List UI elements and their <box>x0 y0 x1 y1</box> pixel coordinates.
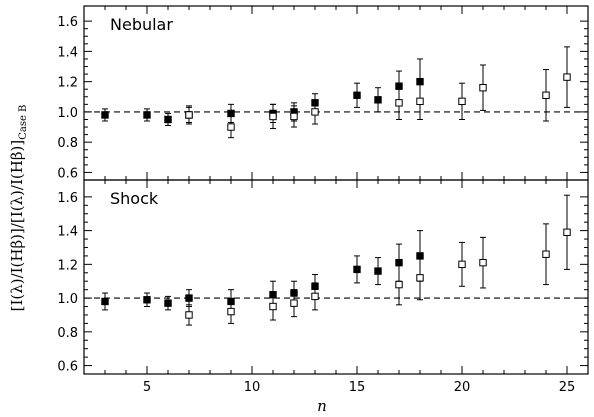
filled-square-marker <box>353 91 361 99</box>
y-tick-label: 1.0 <box>57 106 78 121</box>
open-square-marker <box>290 112 298 121</box>
x-tick-label: 5 <box>143 380 151 395</box>
open-square-marker <box>542 91 550 99</box>
y-tick-label: 0.8 <box>57 326 78 341</box>
filled-square-marker <box>374 267 382 275</box>
open-square-marker <box>563 228 571 236</box>
filled-square-marker <box>374 96 382 104</box>
x-axis-label: n <box>317 397 327 415</box>
open-square-marker <box>290 299 298 307</box>
open-square-marker <box>227 307 235 316</box>
filled-square-marker <box>101 297 109 306</box>
panel-label: Nebular <box>110 15 173 34</box>
filled-square-marker <box>185 294 193 302</box>
filled-square-marker <box>227 109 235 118</box>
open-square-marker <box>269 302 277 311</box>
panel-shock: 0.6 0.8 1.0 1.2 1.4 1.6 5 10 15 20 25 Shock <box>57 179 589 395</box>
open-square-marker <box>416 97 424 106</box>
open-square-marker <box>479 258 487 267</box>
panel-nebular: 0.6 0.8 1.0 1.2 1.4 1.6 Nebular <box>57 5 589 181</box>
filled-square-marker <box>143 296 151 304</box>
open-square-marker <box>269 112 277 121</box>
filled-square-marker <box>164 299 172 307</box>
panel-label: Shock <box>110 189 159 208</box>
open-square-marker <box>563 73 571 81</box>
y-tick-label: 0.8 <box>57 136 78 151</box>
y-tick-label: 1.2 <box>57 258 78 273</box>
filled-square-marker <box>164 115 172 124</box>
y-tick-label: 0.6 <box>57 360 78 375</box>
open-square-marker <box>311 292 319 301</box>
open-square-marker <box>227 123 235 131</box>
open-square-marker <box>479 84 487 92</box>
x-tick-label: 20 <box>454 380 471 395</box>
plot-frame <box>83 179 589 375</box>
y-tick-label: 0.6 <box>57 166 78 181</box>
open-square-marker <box>311 108 319 116</box>
y-tick-label: 1.0 <box>57 292 78 307</box>
x-tick-label: 15 <box>349 380 366 395</box>
filled-square-marker <box>353 265 361 274</box>
open-square-marker <box>185 311 193 319</box>
open-square-marker <box>416 274 424 282</box>
open-square-marker <box>458 260 466 269</box>
y-axis-label-subscript: Case B <box>18 105 29 140</box>
y-tick-label: 1.6 <box>57 191 78 206</box>
y-tick-label: 1.4 <box>57 225 78 240</box>
open-square-marker <box>185 111 193 119</box>
open-square-marker <box>542 250 550 258</box>
y-tick-label: 1.6 <box>57 15 78 30</box>
y-tick-label: 1.2 <box>57 76 78 91</box>
panels-group: 0.6 0.8 1.0 1.2 1.4 1.6 Nebular 0.6 0.8 1.0 1.2 1.4… <box>57 5 589 395</box>
open-square-marker <box>458 97 466 106</box>
open-square-marker <box>395 99 403 107</box>
y-tick-label: 1.4 <box>57 45 78 60</box>
x-tick-label: 25 <box>559 380 576 395</box>
filled-square-marker <box>101 111 109 119</box>
x-tick-label: 10 <box>244 380 261 395</box>
y-axis-label-main: [I(λ)/I(Hβ)]/[I(λ)/I(Hβ)] <box>8 140 26 312</box>
open-square-marker <box>395 280 403 289</box>
filled-square-marker <box>143 111 151 119</box>
y-axis-label: [I(λ)/I(Hβ)]/[I(λ)/I(Hβ)]Case B <box>8 105 29 312</box>
